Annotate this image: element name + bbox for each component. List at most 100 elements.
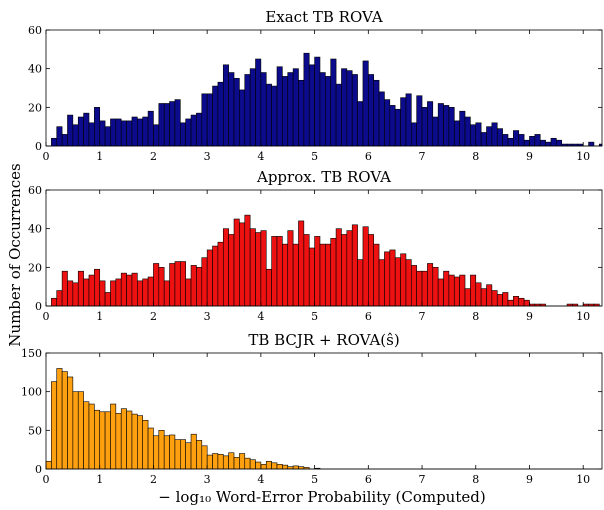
x-tick-label: 4 <box>257 310 264 323</box>
x-tick-label: 7 <box>419 473 426 486</box>
histogram-bar <box>61 134 68 147</box>
histogram-bar <box>77 391 84 470</box>
y-axis-label: Number of Occurrences <box>6 163 24 346</box>
histogram-bar <box>437 103 444 147</box>
histogram-bar <box>480 288 487 307</box>
y-tick-label: 20 <box>28 261 42 274</box>
histogram-bar <box>298 220 305 307</box>
x-tick-label: 2 <box>150 150 157 163</box>
histogram-bar <box>163 103 170 147</box>
histogram-bar <box>539 139 546 147</box>
histogram-bar <box>115 413 122 470</box>
histogram-bar <box>99 120 106 147</box>
histogram-bar <box>228 72 235 147</box>
histogram-bar <box>126 410 133 470</box>
histogram-bar <box>400 97 407 147</box>
x-tick-label: 2 <box>150 473 157 486</box>
histogram-bar <box>260 230 267 307</box>
histogram-bar <box>443 105 450 147</box>
x-tick-label: 3 <box>204 310 211 323</box>
histogram-bar <box>77 116 84 147</box>
x-tick-label: 8 <box>472 310 479 323</box>
histogram-bar <box>464 116 471 147</box>
x-tick-label: 7 <box>419 150 426 163</box>
histogram-bar <box>523 139 530 147</box>
histogram-bar <box>61 270 68 307</box>
histogram-bar <box>325 76 332 147</box>
plot-frame <box>45 189 603 307</box>
histogram-bar <box>244 457 251 470</box>
histogram-bar <box>153 124 160 147</box>
histogram-bar <box>271 462 278 470</box>
x-tick-label: 1 <box>96 473 103 486</box>
x-tick-label: 3 <box>204 473 211 486</box>
histogram-bar <box>190 433 197 470</box>
histogram-bar <box>427 263 434 307</box>
histogram-bar <box>137 415 143 470</box>
histogram-bar <box>115 278 122 307</box>
panel-1-title: Exact TB ROVA <box>265 8 382 26</box>
histogram-bar <box>357 259 364 307</box>
y-tick-label: 20 <box>28 101 42 114</box>
x-tick-label: 4 <box>257 150 264 163</box>
histogram-bar <box>104 126 111 147</box>
histogram-bar <box>453 276 460 307</box>
bars <box>45 368 600 470</box>
plot-frame <box>45 29 603 147</box>
x-tick-label: 8 <box>472 473 479 486</box>
histogram-bar <box>459 110 466 147</box>
histogram-bar <box>453 120 460 147</box>
x-tick-label: 5 <box>311 150 318 163</box>
histogram-bar <box>421 107 428 147</box>
y-tick-label: 150 <box>21 347 42 360</box>
histogram-bar <box>287 72 294 147</box>
histogram-bar <box>72 282 79 307</box>
histogram-bar <box>255 461 262 470</box>
histogram-bar <box>185 278 192 307</box>
histogram-bar <box>222 228 229 307</box>
histogram-bar <box>212 453 219 470</box>
histogram-bar <box>153 263 160 307</box>
histogram-bar <box>534 134 541 147</box>
histogram-bar <box>147 276 154 307</box>
histogram-bar <box>174 439 181 470</box>
histogram-bar <box>83 112 90 147</box>
histogram-bar <box>400 253 407 307</box>
panel-2-title: Approx. TB ROVA <box>256 168 391 186</box>
histogram-bar <box>131 116 138 147</box>
histogram-bar <box>459 274 466 307</box>
histogram-bar <box>137 280 143 307</box>
histogram-bar <box>486 284 493 307</box>
histogram-bar <box>292 243 299 307</box>
histogram-bar <box>384 251 391 307</box>
histogram-bar <box>362 60 369 147</box>
histogram-bar <box>137 118 143 147</box>
y-tick-label: 60 <box>28 24 42 37</box>
histogram-bar <box>410 122 417 147</box>
histogram-bar <box>126 274 133 307</box>
histogram-bar <box>362 226 369 307</box>
histogram-bar <box>110 280 117 307</box>
histogram-bar <box>147 427 154 470</box>
x-tick-label: 5 <box>311 310 318 323</box>
x-tick-label: 9 <box>526 150 533 163</box>
y-tick-label: 60 <box>28 184 42 197</box>
histogram-bar <box>265 83 272 147</box>
histogram-bar <box>341 234 348 307</box>
histogram-bar <box>464 288 471 307</box>
y-tick-label: 50 <box>28 424 42 437</box>
histogram-bar <box>120 408 127 470</box>
x-tick-label: 1 <box>96 150 103 163</box>
histogram-bar <box>190 265 197 307</box>
histogram-bar <box>147 110 154 147</box>
histogram-bar <box>244 74 251 147</box>
histogram-bar <box>88 403 95 470</box>
histogram-bar <box>351 74 358 147</box>
histogram-bar <box>56 126 63 147</box>
histogram-bar <box>142 278 149 307</box>
histogram-bar <box>228 234 235 307</box>
histogram-bar <box>72 391 79 470</box>
x-tick-label: 0 <box>43 150 50 163</box>
